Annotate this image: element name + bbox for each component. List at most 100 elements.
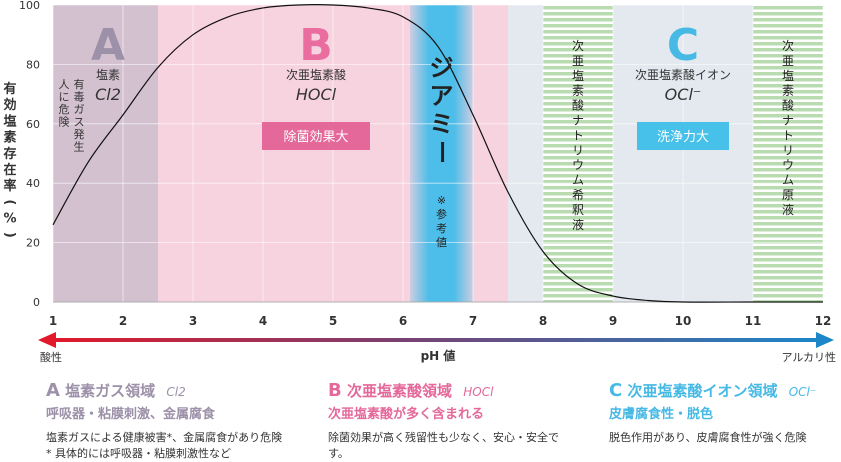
band-label-char: ト <box>572 128 584 142</box>
y-axis-label-char: 有 <box>3 81 16 97</box>
x-tick-label: 9 <box>609 314 617 328</box>
zone-labels: A塩素Cl2有毒ガス発生人に危険B次亜塩素酸HOCl除菌効果大C次亜塩素酸イオン… <box>59 20 732 154</box>
x-tick-label: 4 <box>259 314 267 328</box>
band-label-char: 釈 <box>572 203 584 217</box>
y-tick-label: 60 <box>26 118 40 131</box>
x-tick-label: 12 <box>815 314 832 328</box>
y-axis-label-char: 素 <box>3 130 16 146</box>
zone-note-char: 毒 <box>74 91 85 104</box>
legend-a-title: A 塩素ガス領域 Cl2 <box>46 380 296 401</box>
band-label-char: ナ <box>782 114 794 128</box>
legend-c-letter: C <box>609 380 623 401</box>
legend-c: C 次亜塩素酸イオン領域 OCl⁻ 皮膚腐食性・脱色 脱色作用があり、皮膚腐食性… <box>609 380 839 446</box>
legend-c-desc: 脱色作用があり、皮膚腐食性が強く危険 <box>609 431 807 444</box>
legend-b-desc: 除菌効果が高く残留性も少なく、安心・安全です。 <box>328 431 559 460</box>
zone-note-char: 有 <box>74 77 85 91</box>
y-tick-label: 100 <box>19 0 40 12</box>
giamy-note-char: 考 <box>436 222 447 235</box>
y-axis-label-char: 率 <box>3 178 16 194</box>
band-label-char: 液 <box>782 202 794 217</box>
x-tick-label: 7 <box>469 314 477 328</box>
y-axis-label-char: 在 <box>3 162 16 178</box>
giamy-label-char: ー <box>428 140 456 164</box>
band-label-char: 素 <box>782 84 794 98</box>
legend-b-title-text: 次亜塩素酸領域 <box>346 382 452 400</box>
band-label-char: 塩 <box>572 68 584 83</box>
zone-note-char: 危 <box>59 103 70 116</box>
zone-name: 次亜塩素酸イオン <box>635 67 731 82</box>
x-tick-label: 2 <box>119 314 127 328</box>
band-label-char: 酸 <box>572 98 584 113</box>
band-label-char: リ <box>572 143 584 157</box>
axis-arrow-right-head <box>816 332 834 348</box>
zone-name: 塩素 <box>96 67 120 82</box>
legend-b-letter: B <box>328 380 342 401</box>
zone-name: 次亜塩素酸 <box>286 67 346 82</box>
y-tick-label: 80 <box>26 58 40 71</box>
legend-b: B 次亜塩素酸領域 HOCl 次亜塩素酸が多く含まれる 除菌効果が高く残留性も少… <box>328 380 578 462</box>
band-label-char: 次 <box>572 39 584 53</box>
giamy-label-char: ア <box>430 82 454 110</box>
legend-b-title: B 次亜塩素酸領域 HOCl <box>328 380 578 401</box>
giamy-band <box>410 5 473 302</box>
band-label-char: ウ <box>572 158 584 172</box>
legend-a-desc: 塩素ガスによる健康被害*、金属腐食があり危険 * 具体的には呼吸器・粘膜刺激性な… <box>46 431 294 460</box>
y-axis-label-char: 効 <box>3 97 16 113</box>
x-tick-label: 1 <box>49 314 57 328</box>
zone-badge <box>637 122 729 150</box>
band-label-char: 酸 <box>782 98 794 113</box>
zone-letter: B <box>299 20 333 71</box>
dilute-solution-band <box>543 5 613 302</box>
zone-chem: Cl2 <box>95 85 121 104</box>
y-tick-labels: 0 20 40 60 80 100 <box>19 0 40 309</box>
zone-note-char: 生 <box>74 140 85 154</box>
y-axis-label-char: ( <box>2 199 17 205</box>
band-label-char: 液 <box>572 217 584 232</box>
axis-arrow-left-head <box>38 332 56 348</box>
x-tick-labels: 1 2 3 4 5 6 7 8 9 10 11 12 <box>49 314 832 328</box>
giamy-label-char: ミ <box>430 110 454 138</box>
legend-c-sub: 皮膚腐食性・脱色 <box>609 407 714 422</box>
ph-axis-arrow <box>38 332 834 348</box>
legend-a-letter: A <box>46 380 60 401</box>
y-axis-label-char: 存 <box>3 146 16 162</box>
legend-b-sub: 次亜塩素酸が多く含まれる <box>328 407 485 422</box>
zone-letter: A <box>91 20 125 71</box>
zone-note-char: に <box>59 91 70 104</box>
zone-note-char: 険 <box>59 116 70 129</box>
zone-a-background <box>53 5 158 302</box>
zone-badge <box>262 122 370 150</box>
giamy-note-char: 参 <box>436 207 447 221</box>
band-label-char: ム <box>782 173 794 187</box>
band-label-char: 素 <box>572 84 584 98</box>
legend-c-chem: OCl⁻ <box>788 385 817 399</box>
x-tick-label: 10 <box>675 314 692 328</box>
giamy-note-char: 値 <box>436 236 447 249</box>
legend-c-title: C 次亜塩素酸イオン領域 OCl⁻ <box>609 380 839 401</box>
zone-letter: C <box>667 20 699 71</box>
band-label-char: 原 <box>782 188 794 202</box>
zone-chem: OCl⁻ <box>665 85 702 104</box>
y-axis-label-char: ) <box>2 232 17 238</box>
band-label-char: リ <box>782 143 794 157</box>
giamy-note-char: ※ <box>437 194 446 207</box>
zone-note-char: ス <box>74 116 85 129</box>
legend-a: A 塩素ガス領域 Cl2 呼吸器・粘膜刺激、金属腐食 塩素ガスによる健康被害*、… <box>46 380 296 462</box>
band-label-char: 希 <box>572 187 584 202</box>
x-axis-label: pH 値 <box>421 348 456 363</box>
x-tick-label: 5 <box>329 314 337 328</box>
legend-b-chem: HOCl <box>463 385 494 399</box>
band-label-char: ウ <box>782 158 794 172</box>
x-tick-label: 3 <box>189 314 197 328</box>
zone-note-char: 発 <box>74 127 85 141</box>
band-label-char: ム <box>572 173 584 187</box>
y-tick-label: 20 <box>26 237 40 250</box>
legend-a-title-text: 塩素ガス領域 <box>65 382 156 400</box>
legend-a-sub: 呼吸器・粘膜刺激、金属腐食 <box>46 407 216 422</box>
zone-chem: HOCl <box>296 85 337 104</box>
zone-badge-label: 除菌効果大 <box>283 130 348 145</box>
band-label-char: 亜 <box>782 54 794 68</box>
x-tick-label: 6 <box>399 314 407 328</box>
band-label-char: ナ <box>572 114 584 128</box>
